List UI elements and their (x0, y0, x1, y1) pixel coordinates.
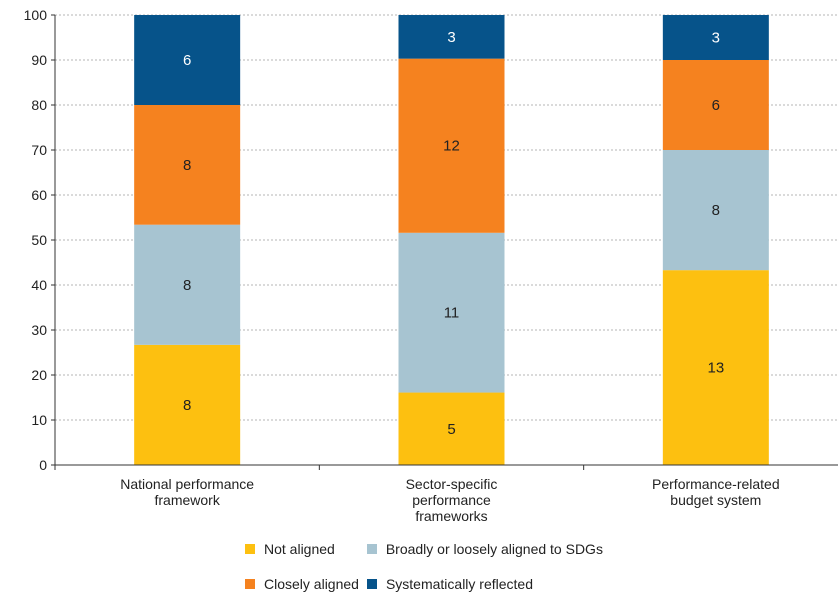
data-label: 8 (183, 277, 191, 294)
legend-row-1: Not aligned Broadly or loosely aligned t… (245, 541, 613, 557)
legend-item-closely-aligned: Closely aligned (245, 576, 359, 592)
y-tick-label: 30 (31, 322, 47, 338)
data-label: 8 (183, 397, 191, 414)
data-label: 13 (707, 360, 724, 377)
legend-label-not-aligned: Not aligned (264, 541, 335, 557)
bars: 8 8 8 6 5 11 12 3 13 8 6 3 (134, 15, 769, 465)
bar-segment (134, 105, 241, 225)
bar-segment (662, 270, 769, 465)
bar-segment (662, 60, 769, 150)
bar-segment (134, 344, 241, 465)
y-tick-label: 70 (31, 142, 47, 158)
x-category-label: Performance-related budget system (652, 476, 780, 508)
legend-item-not-aligned: Not aligned (245, 541, 335, 557)
data-label: 5 (447, 421, 455, 438)
data-label: 6 (183, 52, 191, 69)
data-label: 6 (712, 97, 720, 114)
x-category-label: National performance framework (120, 476, 254, 508)
bar-segment (398, 15, 505, 59)
data-label: 3 (447, 29, 455, 46)
data-label: 8 (712, 202, 720, 219)
y-tick-label: 90 (31, 52, 47, 68)
bar-segment (134, 15, 241, 105)
bar-segment (662, 150, 769, 271)
legend-label-closely-aligned: Closely aligned (264, 576, 359, 592)
y-tick-label: 40 (31, 277, 47, 293)
y-tick-label: 10 (31, 412, 47, 428)
y-tick-label: 20 (31, 367, 47, 383)
legend-label-systematically-reflected: Systematically reflected (385, 576, 534, 592)
data-label: 11 (444, 305, 460, 322)
bar-segment (398, 58, 505, 233)
data-label: 8 (183, 157, 191, 174)
legend-swatch-closely-aligned (245, 579, 255, 589)
y-tick-label: 80 (31, 97, 47, 113)
x-category-label: Sector-specific performance frameworks (406, 476, 498, 524)
bar-segment (398, 232, 505, 393)
bar-segment (662, 15, 769, 60)
bar-segment (398, 392, 505, 465)
x-axis-labels: National performance framework Sector-spec… (120, 476, 779, 524)
y-tick-label: 50 (31, 232, 47, 248)
data-label: 12 (443, 138, 460, 155)
legend-swatch-broadly-aligned (366, 544, 377, 554)
legend-item-broadly-aligned: Broadly or loosely aligned to SDGs (366, 541, 603, 557)
bar-segment (134, 224, 241, 345)
legend-swatch-not-aligned (245, 544, 255, 554)
y-tick-label: 100 (24, 7, 48, 23)
legend-item-systematically-reflected: Systematically reflected (366, 576, 534, 592)
y-axis-ticks: 0 10 20 30 40 50 60 70 80 90 100 (24, 7, 55, 473)
legend-swatch-systematically-reflected (366, 579, 377, 589)
legend-label-broadly-aligned: Broadly or loosely aligned to SDGs (385, 541, 603, 557)
legend-row-2: Closely aligned Systematically reflected (245, 576, 543, 592)
data-label: 3 (712, 30, 720, 47)
y-tick-label: 60 (31, 187, 47, 203)
y-tick-label: 0 (39, 457, 47, 473)
